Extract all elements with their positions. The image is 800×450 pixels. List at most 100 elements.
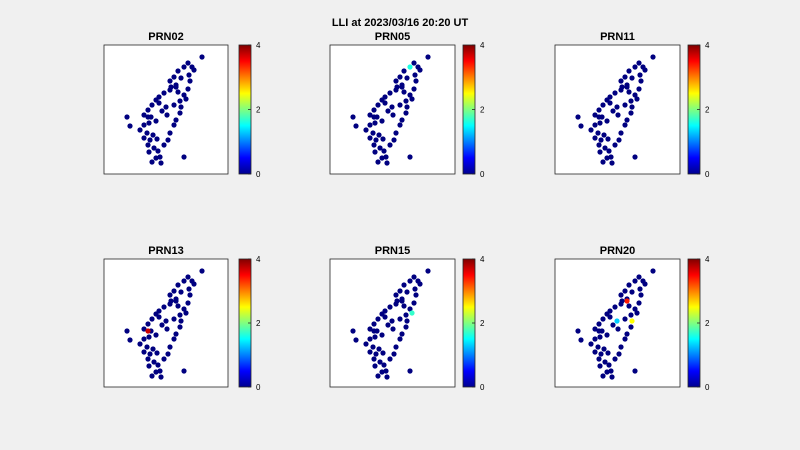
- data-point: [154, 350, 160, 356]
- data-point: [612, 356, 618, 362]
- subplot-title: PRN02: [148, 31, 183, 43]
- data-point: [628, 324, 634, 330]
- data-point: [146, 149, 152, 155]
- data-point: [173, 117, 179, 123]
- data-point: [175, 68, 181, 74]
- data-point: [186, 286, 192, 292]
- data-point: [149, 159, 155, 165]
- data-point: [399, 117, 405, 123]
- colorbar-tick-label: 0: [480, 383, 485, 392]
- colorbar-tick-label: 0: [705, 383, 710, 392]
- data-point: [371, 321, 377, 327]
- data-point: [597, 334, 603, 340]
- data-point: [181, 306, 187, 312]
- data-point: [370, 344, 376, 350]
- data-point: [417, 67, 423, 73]
- data-point: [401, 89, 407, 95]
- data-point: [173, 298, 179, 304]
- data-point: [636, 274, 642, 280]
- data-point: [600, 102, 606, 108]
- data-point: [618, 292, 624, 298]
- data-point: [387, 304, 393, 310]
- data-point: [145, 328, 151, 334]
- data-point: [596, 142, 602, 148]
- data-point: [185, 274, 191, 280]
- data-point: [605, 350, 611, 356]
- data-point: [413, 78, 419, 84]
- data-point: [375, 102, 381, 108]
- data-point: [191, 67, 197, 73]
- data-point: [624, 117, 630, 123]
- data-point: [413, 292, 419, 298]
- data-point: [149, 102, 155, 108]
- data-point: [604, 155, 610, 161]
- data-point: [634, 96, 640, 102]
- data-point: [592, 336, 598, 342]
- data-point: [157, 368, 163, 374]
- data-point: [397, 74, 403, 80]
- data-point: [171, 102, 177, 108]
- colorbar-tick-label: 0: [256, 383, 261, 392]
- data-point: [628, 98, 634, 104]
- data-point: [600, 316, 606, 322]
- data-point: [401, 68, 407, 74]
- colorbar-tick-label: 4: [256, 255, 261, 264]
- data-point: [149, 373, 155, 379]
- subplot-prn15: PRN15 0 2 4: [329, 245, 485, 392]
- data-point: [595, 130, 601, 136]
- data-point: [624, 298, 630, 304]
- data-point: [407, 64, 413, 70]
- data-point: [171, 122, 177, 128]
- data-point: [147, 137, 153, 143]
- data-point: [146, 120, 152, 126]
- data-point: [124, 328, 130, 334]
- data-point: [610, 322, 616, 328]
- data-point: [632, 278, 638, 284]
- data-point: [626, 89, 632, 95]
- data-point: [575, 114, 581, 120]
- data-point: [399, 84, 405, 90]
- data-point: [588, 341, 594, 347]
- data-point: [150, 132, 156, 138]
- data-point: [158, 160, 164, 166]
- data-point: [161, 356, 167, 362]
- data-point: [601, 346, 607, 352]
- data-point: [175, 303, 181, 309]
- data-point: [597, 363, 603, 369]
- data-point: [404, 289, 410, 295]
- data-point: [638, 78, 644, 84]
- data-point: [629, 104, 635, 110]
- colorbar-tick-label: 4: [705, 41, 710, 50]
- data-point: [163, 104, 169, 110]
- subplot-prn11: PRN11 0 2 4: [554, 31, 710, 179]
- data-point: [387, 356, 393, 362]
- data-point: [375, 373, 381, 379]
- data-point: [634, 310, 640, 316]
- data-point: [144, 344, 150, 350]
- data-point: [379, 369, 385, 375]
- subplot-title: PRN15: [375, 245, 410, 257]
- data-point: [601, 132, 607, 138]
- data-point: [636, 300, 642, 306]
- data-point: [371, 142, 377, 148]
- data-point: [367, 326, 373, 332]
- data-point: [612, 90, 618, 96]
- data-point: [607, 100, 613, 106]
- data-point: [632, 368, 638, 374]
- data-point: [385, 322, 391, 328]
- colorbar-tick-label: 4: [480, 41, 485, 50]
- data-point: [401, 303, 407, 309]
- colorbar-tick-label: 2: [256, 319, 261, 328]
- data-point: [382, 100, 388, 106]
- data-point: [626, 303, 632, 309]
- data-point: [363, 341, 369, 347]
- data-point: [391, 137, 397, 143]
- data-point: [411, 300, 417, 306]
- data-point: [384, 160, 390, 166]
- data-point: [157, 154, 163, 160]
- data-point: [394, 298, 400, 304]
- data-point: [383, 154, 389, 160]
- data-point: [164, 326, 170, 332]
- data-point: [199, 268, 205, 274]
- data-point: [141, 349, 147, 355]
